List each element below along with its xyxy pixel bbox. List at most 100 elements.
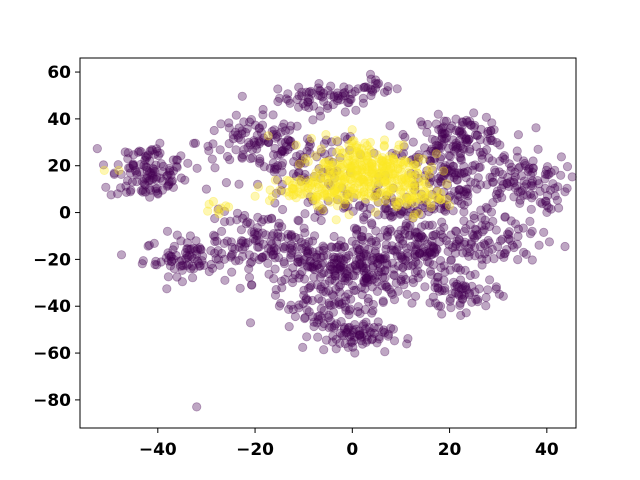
point-series1-696 xyxy=(475,162,485,172)
point-series2-449 xyxy=(114,165,124,175)
point-series1-1694 xyxy=(542,200,552,211)
point-series1-405 xyxy=(301,175,311,185)
point-series1-25 xyxy=(314,79,324,89)
point-series1-685 xyxy=(449,168,459,178)
point-series1-436 xyxy=(308,115,318,125)
point-series1-632 xyxy=(425,156,436,166)
point-series1-241 xyxy=(215,260,225,270)
point-series1-832 xyxy=(302,261,312,271)
point-series1-497 xyxy=(414,150,424,160)
point-series2-371 xyxy=(284,176,294,186)
point-series1-62 xyxy=(358,93,368,104)
point-series1-1682 xyxy=(386,212,396,222)
point-series1-378 xyxy=(279,119,289,129)
point-series1-377 xyxy=(230,127,240,137)
point-series2-252 xyxy=(423,165,433,175)
point-series1-734 xyxy=(541,165,552,175)
point-series1-8 xyxy=(304,103,314,113)
point-series1-195 xyxy=(147,145,158,155)
point-series1-336 xyxy=(280,126,291,136)
point-series1-1065 xyxy=(232,215,242,225)
point-series1-928 xyxy=(396,274,406,285)
point-series1-157 xyxy=(149,164,159,174)
point-series1-692 xyxy=(371,185,381,195)
point-series2-368 xyxy=(289,190,299,200)
x-tick-label: 20 xyxy=(438,440,462,460)
point-series1-294 xyxy=(245,153,256,164)
point-series1-430 xyxy=(277,146,287,156)
point-series1-903 xyxy=(302,247,312,257)
point-series1-407 xyxy=(323,165,333,175)
point-series1-187 xyxy=(155,148,165,158)
point-series1-91 xyxy=(141,162,151,172)
point-series1-571 xyxy=(513,130,524,140)
point-series1-1452 xyxy=(345,304,355,314)
point-series1-87 xyxy=(148,164,158,174)
point-series1-577 xyxy=(411,152,421,162)
point-series1-981 xyxy=(172,230,182,240)
point-series1-619 xyxy=(453,168,463,178)
point-series1-1523 xyxy=(319,345,329,355)
point-series1-179 xyxy=(150,149,160,159)
point-series1-449 xyxy=(293,160,303,170)
point-series1-884 xyxy=(309,272,319,282)
point-series1-255 xyxy=(182,238,192,248)
point-series1-164 xyxy=(152,172,162,182)
point-series1-1025 xyxy=(244,272,255,282)
point-series1-332 xyxy=(207,154,217,164)
point-series1-775 xyxy=(560,187,570,197)
point-series1-657 xyxy=(425,177,435,187)
point-series1-597 xyxy=(398,148,408,158)
point-series1-1069 xyxy=(177,260,187,270)
point-series1-7 xyxy=(294,91,304,101)
point-series1-117 xyxy=(158,176,168,186)
point-series1-389 xyxy=(298,152,308,162)
point-series1-808 xyxy=(526,181,536,191)
point-series1-879 xyxy=(312,260,322,271)
point-series1-901 xyxy=(326,242,336,252)
point-series1-76 xyxy=(361,82,371,92)
point-series1-168 xyxy=(139,179,149,189)
point-series1-3 xyxy=(329,92,339,102)
point-series1-400 xyxy=(271,188,281,198)
point-series1-690 xyxy=(499,151,509,161)
point-series1-772 xyxy=(556,170,566,180)
point-series1-797 xyxy=(537,199,547,209)
point-series1-1187 xyxy=(359,266,369,276)
point-series1-148 xyxy=(146,168,156,178)
point-series1-814 xyxy=(268,250,278,260)
point-series1-189 xyxy=(128,160,138,170)
point-series1-360 xyxy=(283,145,293,155)
point-series1-540 xyxy=(457,127,467,137)
point-series1-680 xyxy=(487,172,497,183)
point-series1-872 xyxy=(252,235,262,245)
point-series1-232 xyxy=(199,260,209,270)
point-series1-1241 xyxy=(387,258,398,268)
point-series1-1164 xyxy=(389,270,400,281)
point-series1-732 xyxy=(553,182,563,192)
point-series1-188 xyxy=(133,147,143,157)
point-series1-326 xyxy=(246,115,256,125)
point-series1-920 xyxy=(280,241,290,251)
point-series1-207 xyxy=(150,259,160,270)
point-series1-799 xyxy=(546,167,556,177)
point-series1-659 xyxy=(438,233,448,243)
point-series1-323 xyxy=(269,125,279,135)
point-series1-649 xyxy=(498,180,508,190)
point-series1-397 xyxy=(302,146,312,156)
point-series1-334 xyxy=(277,122,288,132)
point-series1-496 xyxy=(437,140,447,150)
point-series1-621 xyxy=(455,185,465,195)
point-series1-716 xyxy=(397,151,407,161)
point-series1-782 xyxy=(544,203,554,213)
point-series1-419 xyxy=(255,154,265,164)
point-series1-259 xyxy=(166,252,176,262)
point-series1-444 xyxy=(232,208,243,218)
point-series1-143 xyxy=(142,173,152,183)
point-series1-38 xyxy=(294,82,304,92)
point-series1-1521 xyxy=(313,332,323,342)
point-series1-536 xyxy=(433,109,443,119)
point-series1-880 xyxy=(352,229,362,239)
point-series1-343 xyxy=(270,143,280,154)
point-series1-1326 xyxy=(381,244,391,254)
